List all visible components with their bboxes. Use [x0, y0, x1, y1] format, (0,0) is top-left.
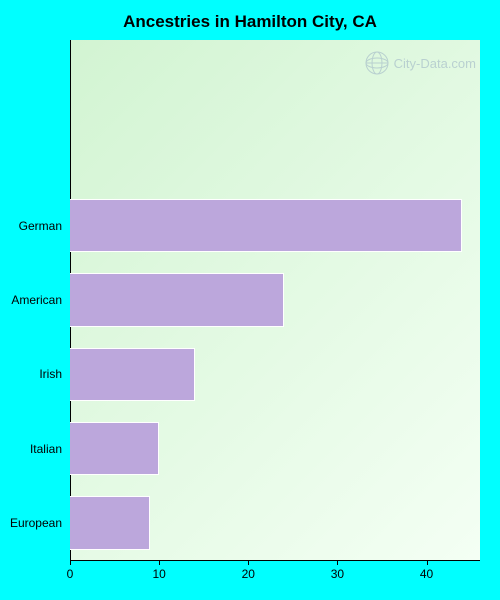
x-axis-spine [70, 560, 480, 561]
y-tick-label: Italian [0, 442, 62, 456]
x-tick-mark [248, 560, 249, 565]
bar [70, 348, 195, 401]
y-tick-label: German [0, 219, 62, 233]
chart-canvas: Ancestries in Hamilton City, CA City-Dat… [0, 0, 500, 600]
bar [70, 422, 159, 475]
x-tick-mark [427, 560, 428, 565]
y-tick-label: American [0, 293, 62, 307]
x-tick-label: 0 [67, 567, 74, 581]
x-tick-label: 30 [331, 567, 344, 581]
x-tick-label: 40 [420, 567, 433, 581]
y-tick-label: Irish [0, 367, 62, 381]
x-tick-label: 20 [242, 567, 255, 581]
bar [70, 199, 462, 252]
bar [70, 273, 284, 326]
chart-title: Ancestries in Hamilton City, CA [0, 12, 500, 32]
x-tick-mark [159, 560, 160, 565]
y-tick-label: European [0, 516, 62, 530]
x-tick-label: 10 [152, 567, 165, 581]
bar [70, 496, 150, 549]
x-tick-mark [70, 560, 71, 565]
x-tick-mark [337, 560, 338, 565]
